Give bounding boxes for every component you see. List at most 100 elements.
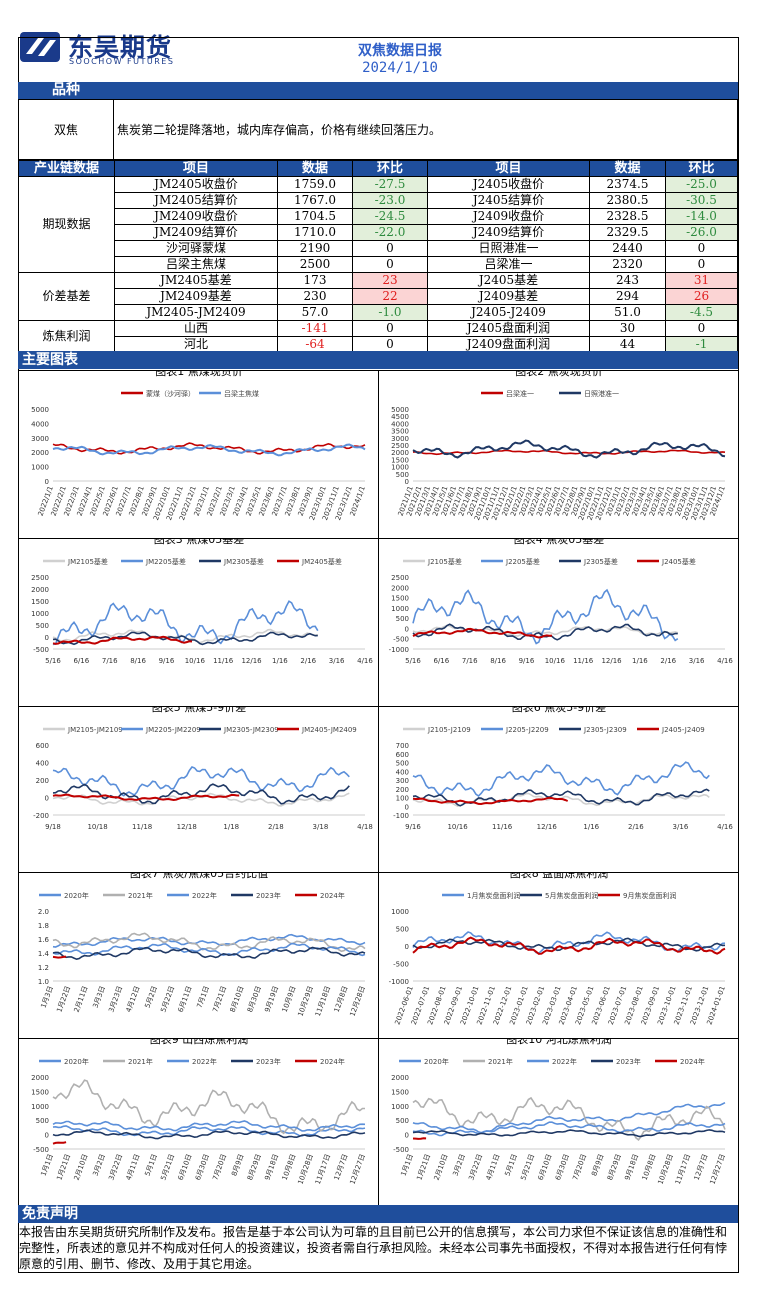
chart-svg: 图表7 焦炭/焦煤05合约比值 2020年 2021年 2022年 2023年 2024年… — [38, 873, 367, 1018]
table-row: 期现数据 JM2405收盘价 1759.0 -27.5 J2405收盘价 2374.5 -2… — [18, 176, 738, 273]
value-left: 2190 — [277, 240, 353, 257]
y-tick-label: 2000 — [31, 1074, 49, 1082]
series-line — [52, 793, 240, 802]
value-right: 2440 — [589, 240, 666, 257]
product-name-cell: 双焦 — [18, 99, 114, 160]
industry-data-table: 产业链数据 项目 数据 环比 项目 数据 环比 期现数据 JM2405收盘价 1759.0 -27.… — [18, 160, 738, 353]
chart-title: 图表9 山西炼焦利润 — [150, 1039, 249, 1046]
value-left: 173 — [277, 272, 353, 289]
y-tick-label: 2500 — [391, 574, 409, 582]
x-tick-label: 10/16 — [447, 823, 468, 831]
x-tick-label: 12月7日 — [333, 1153, 350, 1181]
legend-label: 2021年 — [128, 1057, 153, 1066]
x-tick-label: 9/16 — [519, 657, 535, 665]
x-tick-label: 3/16 — [673, 823, 689, 831]
item-left: JM2405基差 — [114, 272, 278, 289]
change-right: -14.0 — [665, 208, 738, 225]
change-right: -30.5 — [665, 192, 738, 209]
legend-label: J2105-J2109 — [427, 726, 471, 734]
x-tick-label: 5月1日 — [504, 1153, 519, 1177]
legend-label: 2020年 — [64, 891, 89, 900]
series-line — [52, 442, 366, 455]
table-row: 炼焦利润 山西 -141 0 J2405盘面利润 30 0 — [18, 320, 738, 353]
item-left: 山西 — [114, 320, 278, 337]
series-line — [52, 942, 366, 957]
y-tick-label: 400 — [36, 760, 49, 768]
x-tick-label: 6月10日 — [537, 1153, 554, 1181]
x-tick-label: 9月18日 — [623, 1153, 640, 1181]
table-row: 吕梁主焦煤 2500 0 吕梁准一 2320 0 — [19, 256, 738, 273]
y-tick-label: 0 — [405, 478, 409, 486]
chart-svg: 图表10 河北炼焦利润 2020年 2021年 2022年 2023年 2024年 2000… — [391, 1039, 727, 1186]
x-tick-label: 4/16 — [357, 657, 373, 665]
x-tick-label: 2/18 — [268, 823, 284, 831]
y-tick-label: 500 — [396, 471, 409, 479]
item-right: J2405结算价 — [427, 192, 590, 209]
x-tick-label: 12月28日 — [348, 985, 366, 1018]
x-tick-label: 3/16 — [689, 657, 705, 665]
series-line — [52, 1141, 67, 1145]
x-tick-label: 1月1日 — [400, 1153, 415, 1177]
y-tick-label: 700 — [396, 742, 409, 750]
x-tick-label: 1月1日 — [40, 1153, 55, 1177]
y-tick-label: 500 — [396, 1117, 409, 1125]
series-line — [412, 936, 726, 955]
x-tick-label: 12月8日 — [333, 985, 350, 1013]
x-tick-label: 1月3日 — [40, 985, 55, 1009]
x-tick-label: 12/16 — [241, 657, 262, 665]
table-header-cell: 项目 — [427, 160, 590, 177]
chart-svg: 图表9 山西炼焦利润 2020年 2021年 2022年 2023年 2024年 2000 1… — [31, 1039, 367, 1186]
table-header-cell: 数据 — [589, 160, 666, 177]
x-tick-label: 4/16 — [717, 823, 733, 831]
table-header-cell: 环比 — [352, 160, 428, 177]
x-tick-label: 6月30日 — [194, 1153, 211, 1181]
x-tick-label: 5/16 — [45, 657, 61, 665]
series-line — [412, 937, 726, 952]
x-tick-label: 3/18 — [313, 823, 329, 831]
x-tick-label: 7/16 — [462, 657, 478, 665]
value-right: 2374.5 — [589, 176, 666, 193]
chart-panel: 图表8 盘面炼焦利润 1月焦炭盘面利润 5月焦炭盘面利润 9月焦炭盘面利润 1000 50… — [378, 872, 739, 1039]
x-tick-label: 1/18 — [223, 823, 239, 831]
chart-panel: 图表9 山西炼焦利润 2020年 2021年 2022年 2023年 2024年 2000 1… — [18, 1038, 379, 1207]
x-tick-label: 3月2日 — [92, 1153, 107, 1177]
value-right: 243 — [589, 272, 666, 289]
legend-label: 蒙煤（沙河驿） — [146, 389, 195, 398]
charts-section-bar: 主要图表 — [18, 351, 738, 369]
table-row: JM2409基差 230 22 J2409基差 294 26 — [19, 288, 738, 305]
disclaimer-text: 本报告由东吴期货研究所制作及发布。报告是基于本公司认为可靠的且目前已公开的信息撰… — [19, 1225, 728, 1271]
x-tick-label: 10月28日 — [656, 1153, 674, 1186]
x-tick-label: 10月8日 — [281, 1153, 298, 1181]
change-left: 0 — [352, 320, 428, 337]
y-tick-label: 500 — [36, 622, 49, 630]
x-tick-label: 3月22日 — [107, 1153, 124, 1181]
y-tick-label: 300 — [396, 777, 409, 785]
disclaimer-bar: 免责声明 — [18, 1205, 738, 1223]
legend-label: J2205基差 — [505, 557, 540, 566]
y-tick-label: 4000 — [391, 420, 409, 428]
change-right: -1 — [665, 336, 738, 353]
chart-svg: 图表4 焦炭05基差 J2105基差 J2205基差 J2305基差 J2405基差 25… — [389, 539, 734, 665]
x-tick-label: 5月21日 — [519, 1153, 536, 1181]
y-tick-label: 1500 — [391, 595, 409, 603]
chart-panel: 图表5 焦煤5-9价差 JM2105-JM2109 JM2205-JM2209 JM2… — [18, 706, 379, 873]
y-tick-label: -500 — [393, 636, 409, 644]
x-tick-label: 12/18 — [177, 823, 197, 831]
item-right: J2409结算价 — [427, 224, 590, 241]
x-tick-label: 5月1日 — [144, 1153, 159, 1177]
change-right: -4.5 — [665, 304, 738, 321]
x-tick-label: 3月2日 — [452, 1153, 467, 1177]
series-line — [52, 932, 366, 953]
chart-svg: 图表3 焦煤05基差 JM2105基差 JM2205基差 JM2305基差 JM2405… — [31, 539, 373, 665]
y-tick-label: 500 — [396, 760, 409, 768]
change-left: -23.0 — [352, 192, 428, 209]
y-tick-label: -1000 — [389, 646, 409, 654]
y-tick-label: 200 — [36, 777, 49, 785]
change-left: 23 — [352, 272, 428, 289]
x-tick-label: 8月9日 — [230, 1153, 245, 1177]
x-tick-label: 4月12日 — [125, 985, 142, 1013]
y-tick-label: -500 — [33, 646, 49, 654]
table-row: JM2405-JM2409 57.0 -1.0 J2405-J2409 51.0 -4.5 — [19, 304, 738, 321]
item-right: 吕梁准一 — [427, 256, 590, 273]
value-left: 1704.5 — [277, 208, 353, 225]
